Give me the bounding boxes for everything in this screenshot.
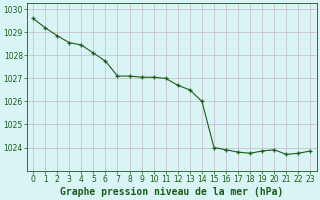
X-axis label: Graphe pression niveau de la mer (hPa): Graphe pression niveau de la mer (hPa) xyxy=(60,186,284,197)
